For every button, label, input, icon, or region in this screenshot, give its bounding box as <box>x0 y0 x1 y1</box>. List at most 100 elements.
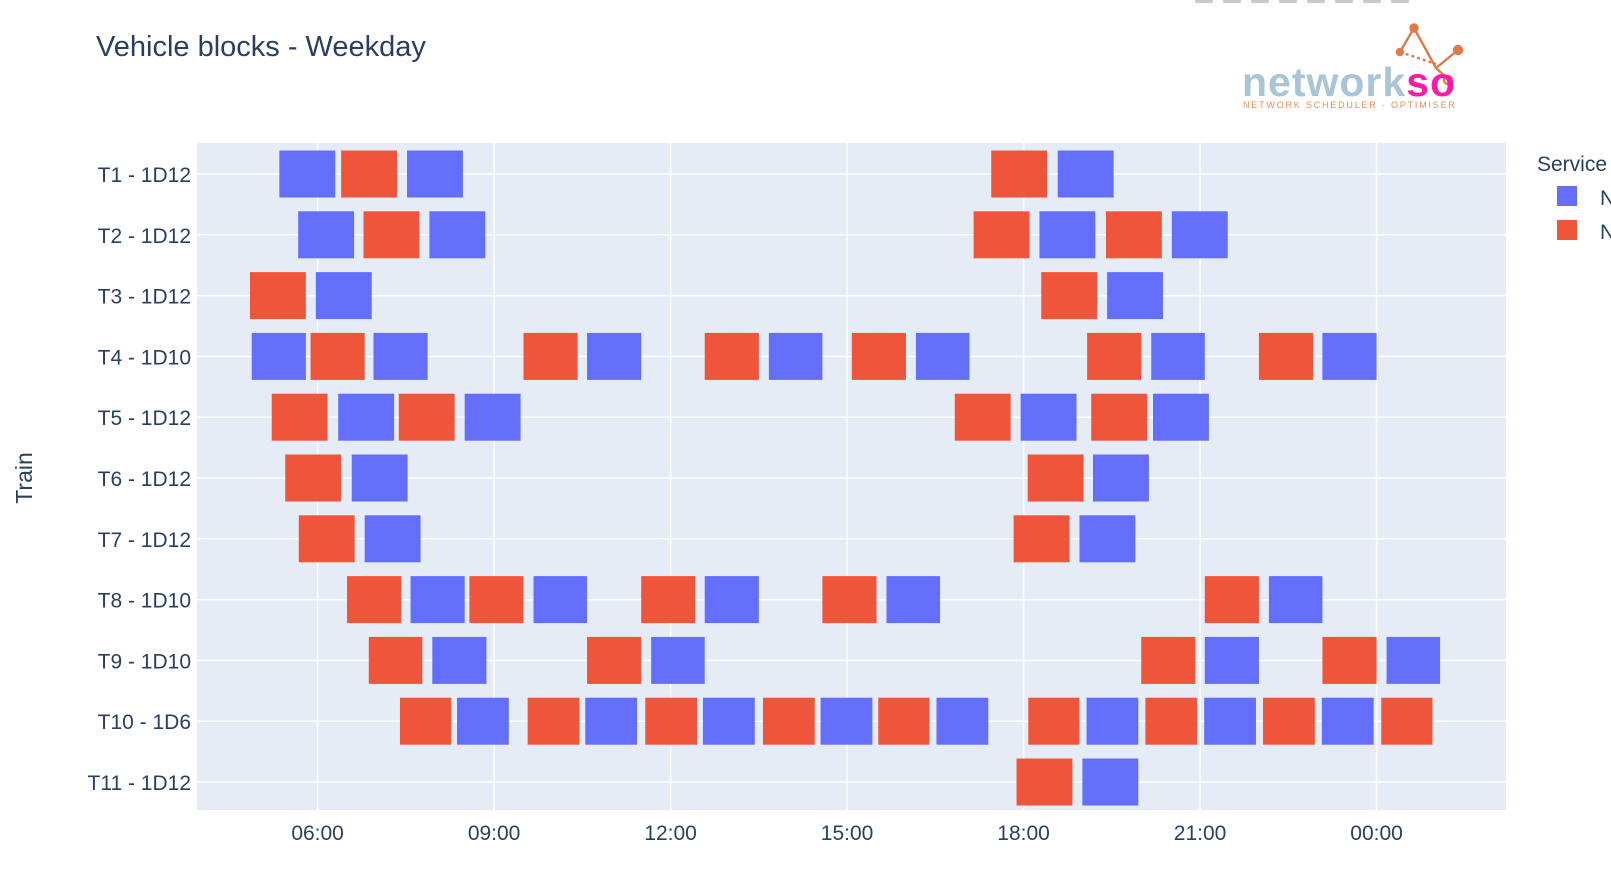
vehicle-block-bar[interactable] <box>704 332 759 380</box>
vehicle-block-bar[interactable] <box>341 150 398 198</box>
vehicle-block-bar[interactable] <box>1039 211 1096 259</box>
legend-swatch[interactable] <box>1557 220 1577 240</box>
vehicle-block-bar[interactable] <box>936 697 989 745</box>
vehicle-block-bar[interactable] <box>1141 636 1196 684</box>
vehicle-block-bar[interactable] <box>527 697 580 745</box>
vehicle-block-bar[interactable] <box>587 636 642 684</box>
vehicle-block-bar[interactable] <box>363 211 420 259</box>
vehicle-block-bar[interactable] <box>364 515 421 563</box>
vehicle-block-bar[interactable] <box>973 211 1030 259</box>
vehicle-block-bar[interactable] <box>1057 150 1114 198</box>
vehicle-block-bar[interactable] <box>651 636 705 684</box>
modebar-icon[interactable] <box>1335 0 1353 3</box>
modebar-icon[interactable] <box>1251 0 1269 3</box>
vehicle-block-bar[interactable] <box>457 697 509 745</box>
vehicle-block-bar[interactable] <box>1093 454 1149 502</box>
vehicle-block-bar[interactable] <box>1204 697 1256 745</box>
vehicle-block-bar[interactable] <box>1171 211 1228 259</box>
vehicle-block-bar[interactable] <box>1107 272 1164 320</box>
vehicle-block-bar[interactable] <box>641 576 696 624</box>
vehicle-block-bar[interactable] <box>1381 697 1433 745</box>
vehicle-block-bar[interactable] <box>315 272 372 320</box>
vehicle-block-bar[interactable] <box>645 697 698 745</box>
vehicle-block-bar[interactable] <box>373 332 428 380</box>
modebar-icon[interactable] <box>1223 0 1241 3</box>
y-axis-label: Train <box>11 452 37 504</box>
vehicle-block-bar[interactable] <box>1091 393 1148 441</box>
vehicle-block-bar[interactable] <box>1258 332 1314 380</box>
vehicle-block-bar[interactable] <box>464 393 521 441</box>
vehicle-block-bar[interactable] <box>954 393 1011 441</box>
vehicle-block-bar[interactable] <box>1322 636 1377 684</box>
vehicle-block-bar[interactable] <box>271 393 328 441</box>
vehicle-block-bar[interactable] <box>1204 576 1259 624</box>
vehicle-block-bar[interactable] <box>347 576 402 624</box>
vehicle-block-bar[interactable] <box>432 636 487 684</box>
modebar-icon[interactable] <box>1391 0 1409 3</box>
vehicle-block-bar[interactable] <box>298 211 355 259</box>
vehicle-block-bar[interactable] <box>587 332 642 380</box>
vehicle-block-bar[interactable] <box>878 697 930 745</box>
vehicle-block-bar[interactable] <box>1153 393 1209 441</box>
vehicle-block-bar[interactable] <box>298 515 355 563</box>
modebar-icon[interactable] <box>1279 0 1297 3</box>
vehicle-block-bar[interactable] <box>762 697 815 745</box>
vehicle-block-bar[interactable] <box>991 150 1048 198</box>
vehicle-block-bar[interactable] <box>1105 211 1162 259</box>
vehicle-block-bar[interactable] <box>1079 515 1136 563</box>
vehicle-block-bar[interactable] <box>1013 515 1070 563</box>
vehicle-block-bar[interactable] <box>310 332 365 380</box>
vehicle-block-bar[interactable] <box>820 697 873 745</box>
legend-title: Service <box>1537 153 1607 176</box>
vehicle-block-bar[interactable] <box>768 332 823 380</box>
legend-label[interactable]: N <box>1600 187 1611 210</box>
vehicle-block-bar[interactable] <box>851 332 906 380</box>
vehicle-block-bar[interactable] <box>1041 272 1098 320</box>
vehicle-block-bar[interactable] <box>469 576 524 624</box>
x-tick-label: 18:00 <box>997 822 1050 845</box>
vehicle-block-bar[interactable] <box>285 454 342 502</box>
legend-label[interactable]: N <box>1600 221 1611 244</box>
vehicle-block-bar[interactable] <box>1027 454 1084 502</box>
vehicle-block-bar[interactable] <box>533 576 588 624</box>
vehicle-block-bar[interactable] <box>1268 576 1323 624</box>
plot-modebar[interactable] <box>1195 0 1555 6</box>
modebar-icon[interactable] <box>1307 0 1325 3</box>
vehicle-block-bar[interactable] <box>1145 697 1198 745</box>
vehicle-block-bar[interactable] <box>702 697 755 745</box>
vehicle-block-bar[interactable] <box>886 576 941 624</box>
vehicle-block-bar[interactable] <box>1086 697 1139 745</box>
vehicle-block-bar[interactable] <box>1204 636 1259 684</box>
vehicle-block-bar[interactable] <box>704 576 759 624</box>
vehicle-block-bar[interactable] <box>251 332 306 380</box>
vehicle-block-bar[interactable] <box>915 332 970 380</box>
vehicle-block-bar[interactable] <box>1151 332 1205 380</box>
vehicle-block-bar[interactable] <box>585 697 638 745</box>
vehicle-block-bar[interactable] <box>1082 758 1139 806</box>
vehicle-block-bar[interactable] <box>398 393 455 441</box>
vehicle-block-bar[interactable] <box>338 393 395 441</box>
vehicle-block-bar[interactable] <box>1020 393 1077 441</box>
vehicle-block-bar[interactable] <box>1321 697 1374 745</box>
vehicle-block-bar[interactable] <box>523 332 578 380</box>
vehicle-block-bar[interactable] <box>279 150 336 198</box>
modebar-icon[interactable] <box>1363 0 1381 3</box>
vehicle-block-bar[interactable] <box>822 576 877 624</box>
x-tick-label: 12:00 <box>644 822 697 845</box>
vehicle-block-bar[interactable] <box>1386 636 1441 684</box>
vehicle-block-bar[interactable] <box>1087 332 1142 380</box>
chart-title: Vehicle blocks - Weekday <box>96 31 426 63</box>
modebar-icon[interactable] <box>1195 0 1213 3</box>
vehicle-block-bar[interactable] <box>249 272 306 320</box>
vehicle-block-bar[interactable] <box>368 636 423 684</box>
vehicle-block-bar[interactable] <box>407 150 463 198</box>
vehicle-block-bar[interactable] <box>1322 332 1377 380</box>
vehicle-block-bar[interactable] <box>1016 758 1073 806</box>
vehicle-block-bar[interactable] <box>410 576 465 624</box>
vehicle-block-bar[interactable] <box>399 697 452 745</box>
vehicle-block-bar[interactable] <box>429 211 486 259</box>
vehicle-block-bar[interactable] <box>1028 697 1080 745</box>
legend-swatch[interactable] <box>1557 186 1577 206</box>
vehicle-block-bar[interactable] <box>351 454 408 502</box>
vehicle-block-bar[interactable] <box>1263 697 1315 745</box>
